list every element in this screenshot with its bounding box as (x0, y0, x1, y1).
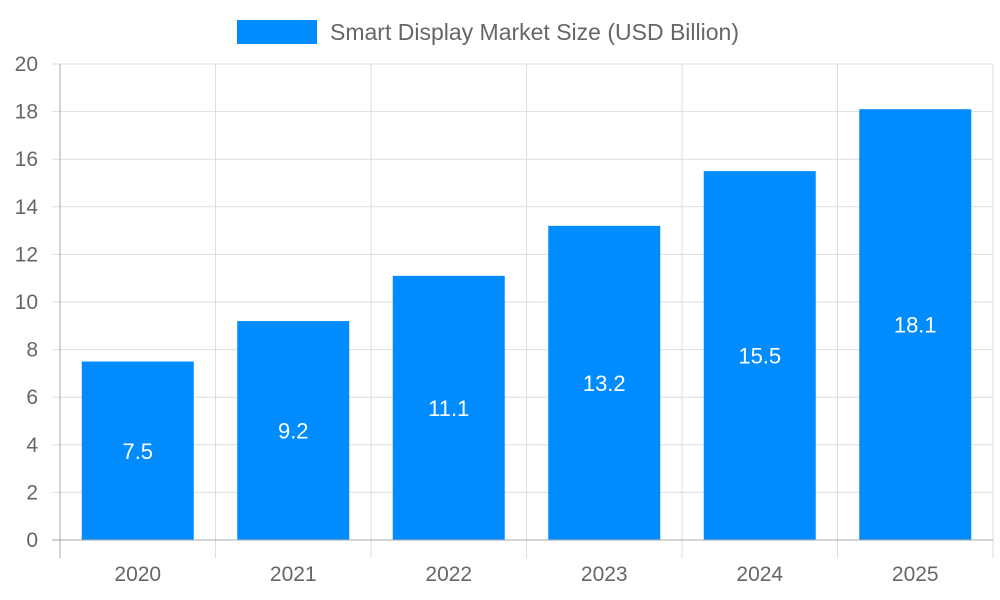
y-tick-label: 4 (26, 434, 38, 457)
data-label: 11.1 (428, 396, 469, 421)
data-label: 13.2 (583, 371, 626, 396)
data-label: 15.5 (738, 344, 781, 369)
bar (548, 225, 661, 540)
bar (237, 321, 350, 540)
x-tick-label: 2020 (114, 563, 161, 586)
bar (81, 361, 194, 540)
data-label: 18.1 (894, 313, 937, 338)
grid (52, 63, 994, 558)
y-tick-label: 10 (15, 291, 38, 314)
x-tick-label: 2024 (736, 563, 783, 586)
x-tick-label: 2023 (581, 563, 628, 586)
bar (703, 171, 816, 540)
bars: 7.5 9.2 11.1 13.2 15.5 18.1 (81, 109, 972, 540)
x-tick-label: 2021 (270, 563, 317, 586)
y-tick-label: 20 (15, 53, 38, 76)
x-tick-label: 2025 (892, 563, 939, 586)
y-tick-label: 0 (26, 529, 38, 552)
data-label: 7.5 (122, 439, 153, 464)
legend[interactable]: Smart Display Market Size (USD Billion) (237, 19, 739, 45)
legend-swatch (237, 20, 317, 44)
y-tick-label: 12 (15, 243, 38, 266)
bar (392, 275, 505, 540)
bar (859, 109, 972, 540)
y-tick-label: 14 (15, 196, 39, 219)
y-tick-label: 6 (26, 386, 38, 409)
x-tick-label: 2022 (425, 563, 472, 586)
y-tick-label: 2 (26, 481, 38, 504)
y-tick-label: 8 (26, 339, 38, 362)
data-label: 9.2 (278, 419, 309, 444)
legend-label: Smart Display Market Size (USD Billion) (330, 19, 739, 45)
y-tick-label: 18 (15, 101, 38, 124)
y-tick-label: 16 (15, 148, 38, 171)
